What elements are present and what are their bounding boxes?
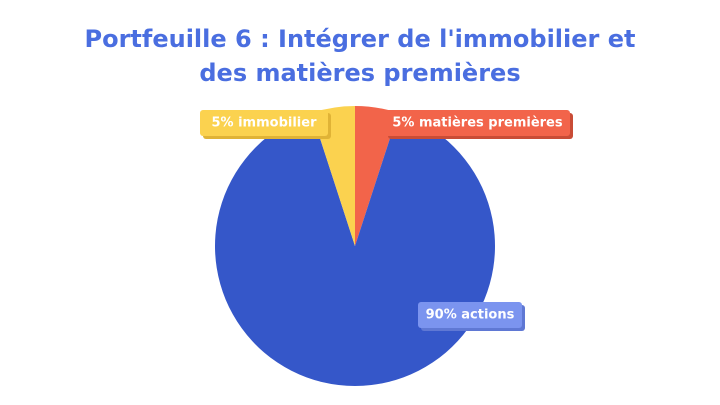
label-box [418, 302, 522, 328]
pie-slice [355, 106, 399, 246]
label-box [385, 110, 570, 136]
slice-label: 5% matières premières [392, 116, 562, 131]
label-box [200, 110, 328, 136]
slice-label: 90% actions [426, 308, 515, 323]
pie-slice [311, 106, 355, 246]
slice-label: 5% immobilier [212, 116, 318, 131]
chart-title: Portfeuille 6 : Intégrer de l'immobilier… [84, 25, 636, 87]
